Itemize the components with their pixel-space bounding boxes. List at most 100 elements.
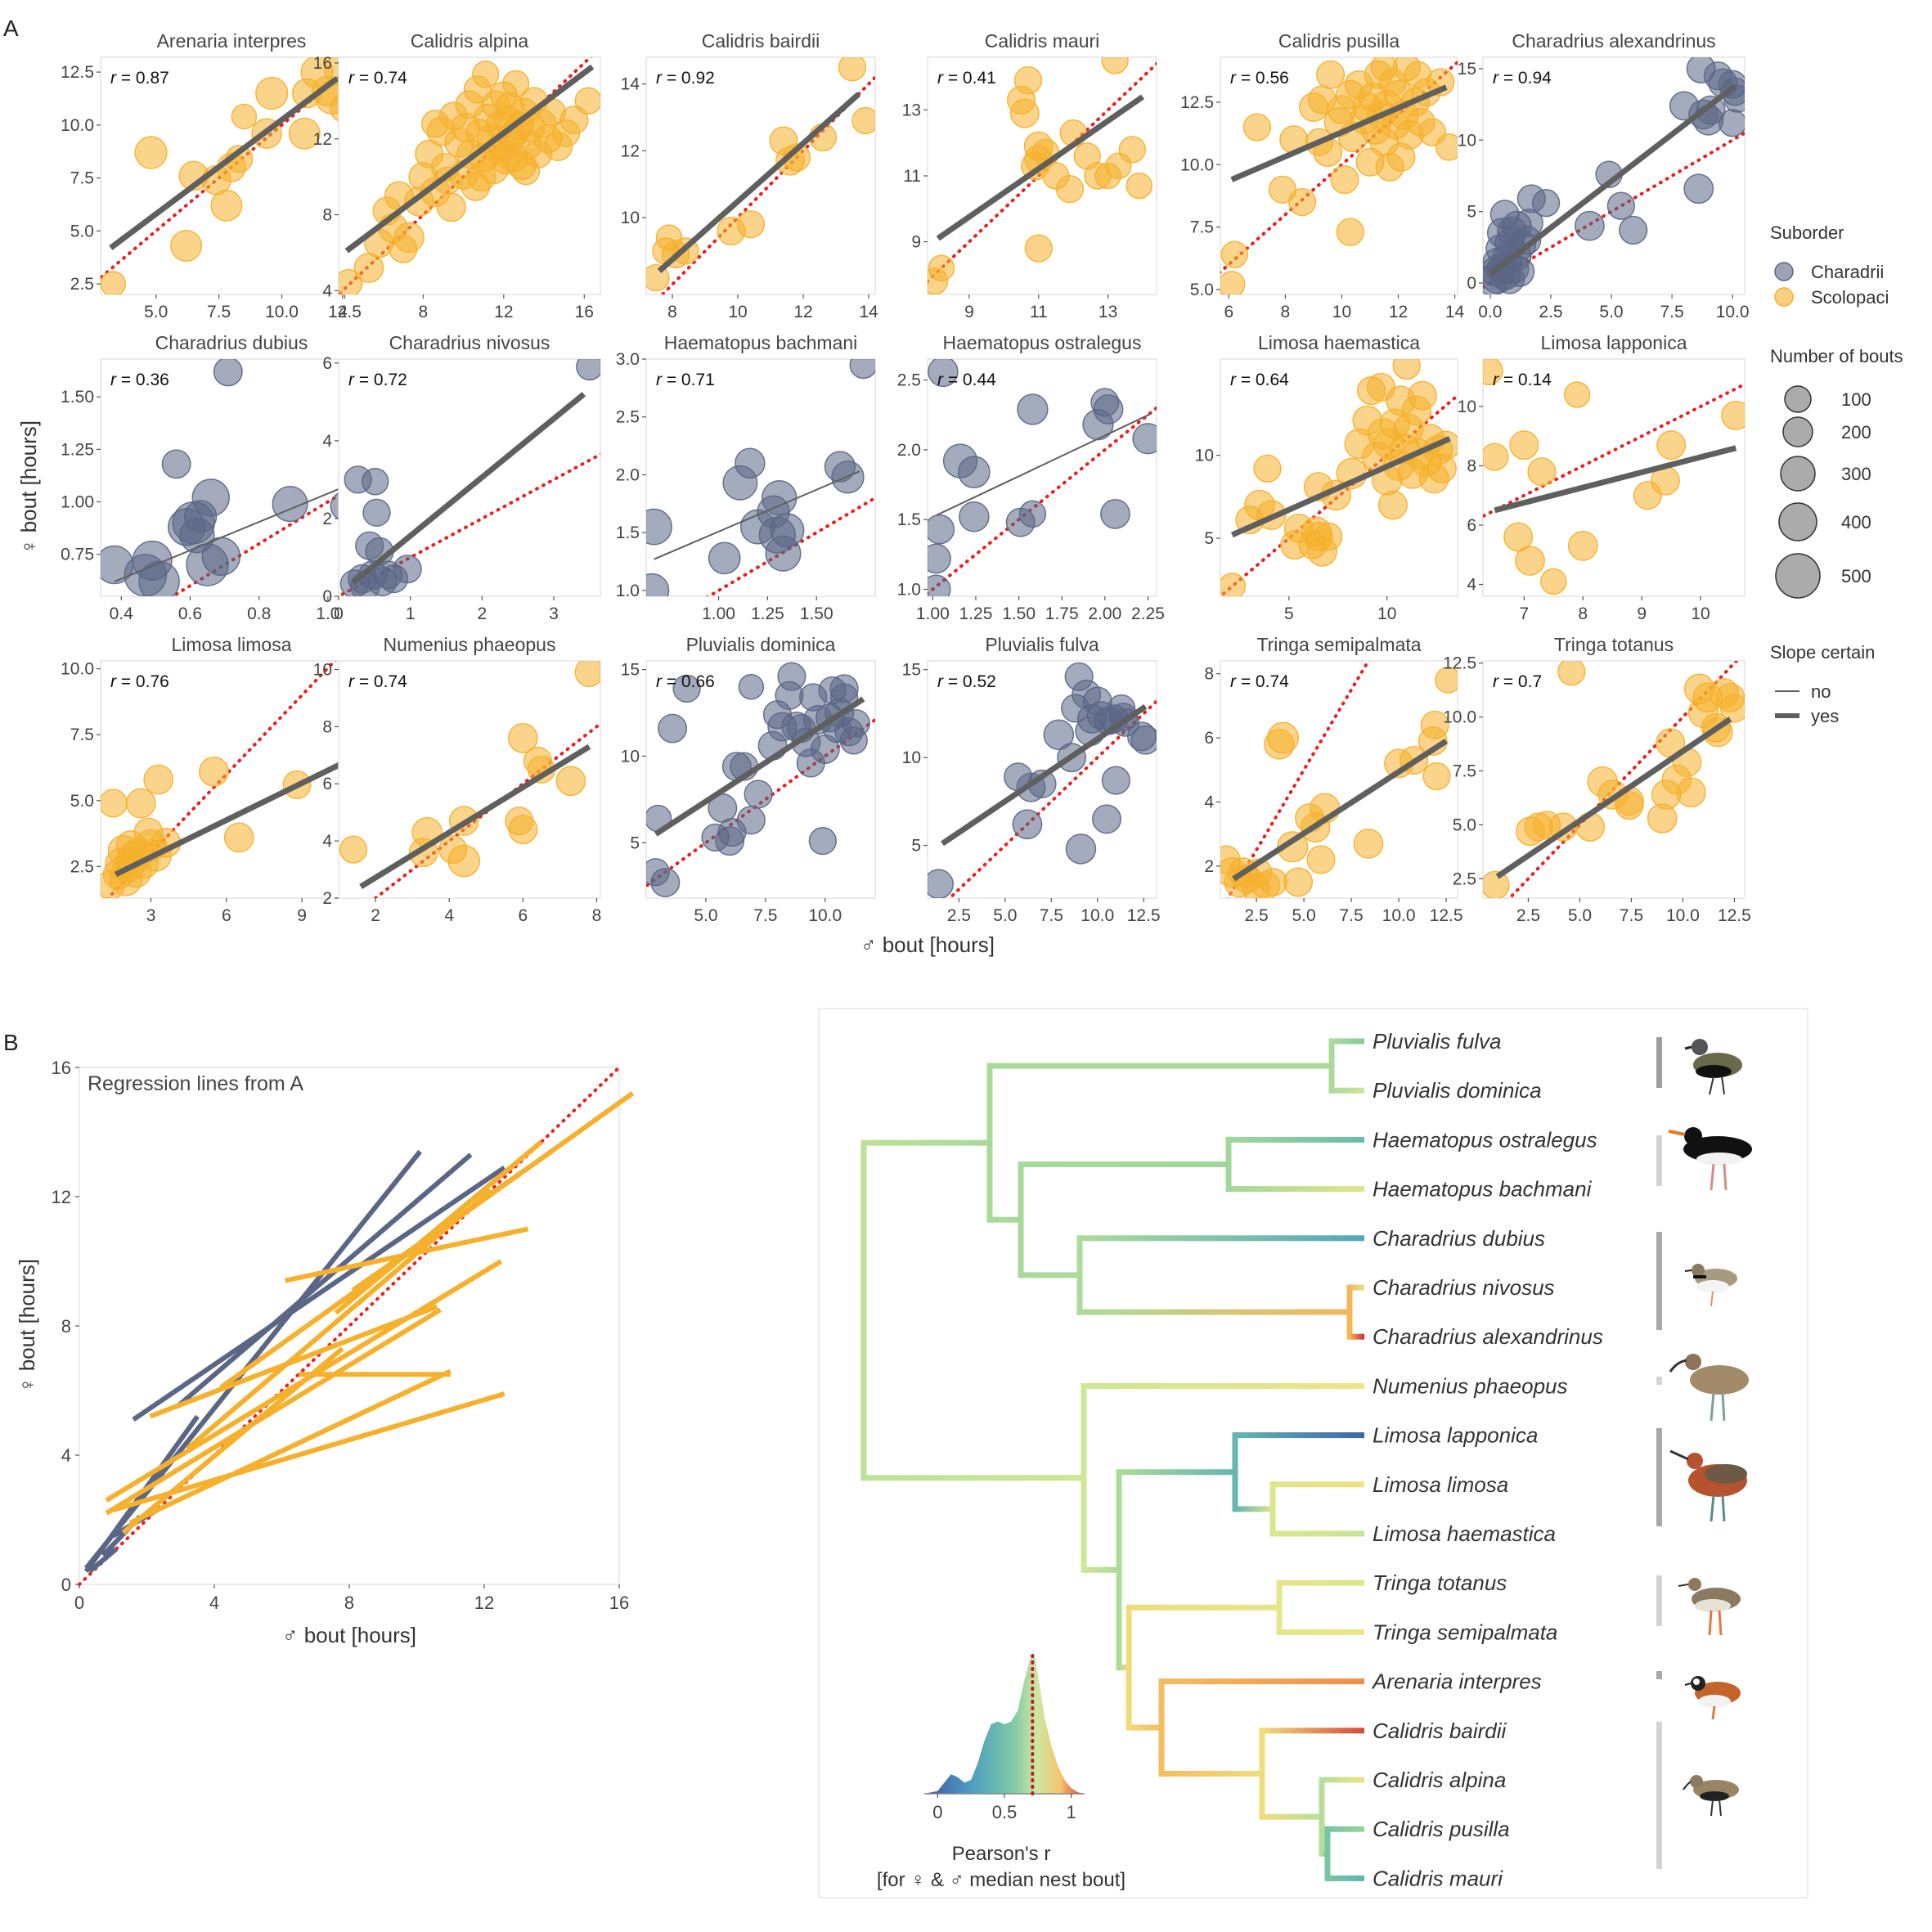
x-tick-label: 10.0 xyxy=(808,906,842,925)
tree-branch xyxy=(1229,1186,1364,1193)
tip-labels: Pluvialis fulva Pluvialis dominica Haemato… xyxy=(1371,1029,1603,1890)
x-tick-label: 5.0 xyxy=(993,906,1017,925)
x-tick-label: 8 xyxy=(1578,604,1588,623)
clade-bars xyxy=(1656,1037,1662,1869)
data-point xyxy=(658,713,688,744)
y-tick-label: 2.5 xyxy=(70,857,94,876)
data-point xyxy=(1101,57,1129,74)
x-tick-label: 3 xyxy=(549,604,559,623)
correlation-label: r = 0.66 xyxy=(656,672,715,691)
correlation-label: r = 0.74 xyxy=(348,672,407,691)
y-tick-label: 10 xyxy=(1195,447,1214,465)
y-tick-label: 16 xyxy=(313,54,332,73)
y-tick-label: 14 xyxy=(621,75,640,94)
panel-a-x-label: ♂ bout [hours] xyxy=(860,932,995,957)
data-point xyxy=(957,456,991,489)
facet-calidris-mauri: Calidris mauri r = 0.41 9 11 13 9 11 13 xyxy=(902,30,1157,321)
x-tick-label: 7.5 xyxy=(1620,906,1643,925)
data-point xyxy=(1118,136,1147,164)
correlation-label: r = 0.74 xyxy=(1230,672,1289,691)
density-x-label: Pearson's r xyxy=(952,1843,1051,1865)
legend-bouts-200-label: 200 xyxy=(1841,422,1871,443)
x-tick-label: 1.25 xyxy=(751,604,784,623)
tree-branch xyxy=(1322,1777,1364,1783)
tree-branch xyxy=(1350,1333,1364,1340)
y-tick-label: 4 xyxy=(322,281,332,300)
data-point xyxy=(393,555,422,584)
facet-plot-content xyxy=(928,359,1157,596)
tip-label-pluvialis-fulva: Pluvialis fulva xyxy=(1373,1029,1502,1054)
panel-b-x-label: ♂ bout [hours] xyxy=(282,1623,416,1647)
panel-b-chart: 0 4 8 12 16 0 4 8 12 16 Regression lines from A ♂… xyxy=(15,1058,635,1647)
y-tick-label: 4 xyxy=(322,432,332,451)
tree-branch xyxy=(1262,1728,1364,1734)
data-point xyxy=(1719,109,1745,137)
facet-pluvialis-dominica: Pluvialis dominica r = 0.66 5.0 7.5 10.0 5 10 1… xyxy=(621,634,876,925)
facet-plot-content xyxy=(928,662,1157,898)
data-point xyxy=(1683,173,1714,204)
facet-plot-content xyxy=(101,359,362,596)
x-tick-label: 10.0 xyxy=(1382,906,1416,925)
legend-bouts-100-label: 100 xyxy=(1841,389,1871,410)
x-tick-label: 12.5 xyxy=(328,303,362,321)
data-point xyxy=(1656,430,1687,461)
data-point xyxy=(1316,60,1346,89)
data-point xyxy=(738,673,765,700)
bird-whimbrel-icon xyxy=(1669,1354,1749,1422)
data-point xyxy=(1009,98,1040,128)
data-point xyxy=(1703,61,1732,91)
facet-plot-content xyxy=(646,359,875,596)
data-point xyxy=(1483,359,1503,386)
facet-title: Tringa semipalmata xyxy=(1256,634,1421,655)
data-point xyxy=(361,468,389,496)
legend-charadrii-label: Charadrii xyxy=(1811,262,1884,282)
regression-line xyxy=(109,76,339,250)
data-point xyxy=(1287,187,1317,217)
data-point xyxy=(1422,762,1451,791)
legend-bouts-400-label: 400 xyxy=(1841,512,1871,532)
x-tick-label: 2.25 xyxy=(1131,604,1165,623)
tree-branch xyxy=(990,1216,1021,1223)
tree-branch xyxy=(1332,1038,1364,1045)
tree-branch xyxy=(1279,1579,1364,1586)
density-x-label-detail: [for ♀ & ♂ median nest bout] xyxy=(877,1869,1126,1891)
correlation-label: r = 0.71 xyxy=(656,371,715,389)
data-point xyxy=(447,844,481,878)
data-point xyxy=(1055,174,1085,204)
regression-line xyxy=(359,744,591,890)
bird-redshank-icon xyxy=(1678,1578,1741,1636)
x-tick-label: 2.00 xyxy=(1088,604,1121,623)
x-tick-label: 6 xyxy=(1224,303,1234,321)
tree-branch xyxy=(1332,1087,1364,1094)
data-point xyxy=(1024,234,1053,263)
data-point xyxy=(838,57,867,82)
data-point xyxy=(1509,430,1539,461)
legend-bouts-200 xyxy=(1782,416,1813,447)
correlation-label: r = 0.64 xyxy=(1230,371,1289,389)
y-tick-label: 5.0 xyxy=(70,792,94,811)
legend-bouts-100 xyxy=(1784,385,1812,413)
tip-label-charadrius-nivosus: Charadrius nivosus xyxy=(1373,1275,1555,1300)
y-tick-label: 4 xyxy=(322,832,332,851)
x-tick-label: 1 xyxy=(406,604,416,623)
tree-branch xyxy=(1021,1272,1080,1278)
clade-bar-limosa xyxy=(1656,1428,1662,1526)
tip-label-calidris-pusilla: Calidris pusilla xyxy=(1373,1817,1510,1841)
data-point xyxy=(1353,828,1384,859)
bird-plover-icon xyxy=(1684,1039,1742,1095)
data-point xyxy=(1540,568,1567,595)
data-point xyxy=(928,574,951,596)
tree-branch xyxy=(1129,1724,1161,1731)
data-point xyxy=(1101,766,1130,795)
y-tick-label: 1.25 xyxy=(61,440,94,459)
y-tick-label: 5.0 xyxy=(70,222,94,240)
facet-plot-content xyxy=(1483,661,1745,898)
facet-tringa-semipalmata: Tringa semipalmata r = 0.74 2.5 5.0 7.5 10.0 1… xyxy=(1204,634,1462,925)
phylogenetic-tree xyxy=(860,1038,1364,1881)
bird-dunlin-icon xyxy=(1683,1775,1739,1817)
x-tick-label: 4 xyxy=(338,303,348,321)
tip-label-tringa-totanus: Tringa totanus xyxy=(1373,1570,1507,1595)
x-tick-label: 9 xyxy=(1637,604,1647,623)
clade-bar-charadrius xyxy=(1656,1232,1662,1330)
facet-plot-content xyxy=(1220,661,1458,898)
